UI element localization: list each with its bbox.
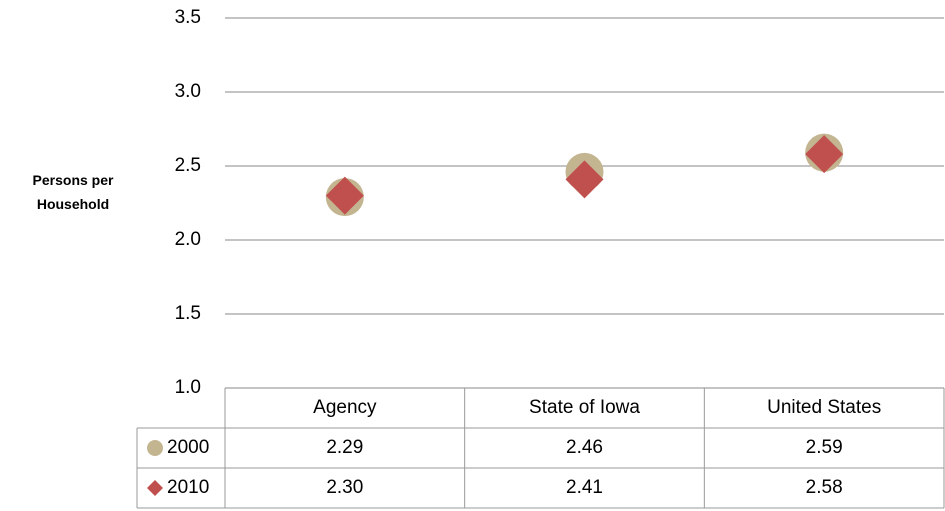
y-tick-label: 3.5: [175, 7, 201, 28]
y-tick-label: 2.0: [175, 229, 201, 250]
legend-label: 2010: [167, 477, 209, 498]
table-value: 2.46: [566, 437, 603, 458]
marker: [805, 135, 844, 174]
y-tick-label: 1.0: [175, 377, 201, 398]
table-value: 2.41: [566, 477, 603, 498]
legend-marker: [147, 480, 163, 496]
table-value: 2.59: [806, 437, 843, 458]
marker: [565, 160, 604, 199]
y-axis-label: Persons per Household: [32, 172, 114, 212]
x-tick-label: United States: [767, 397, 881, 418]
x-tick-label: State of Iowa: [529, 397, 640, 418]
y-tick-label: 2.5: [175, 155, 201, 176]
y-tick-label: 1.5: [175, 303, 201, 324]
marker: [325, 176, 364, 215]
table-value: 2.30: [326, 477, 363, 498]
legend-marker: [147, 440, 163, 456]
y-tick-label: 3.0: [175, 81, 201, 102]
legend-label: 2000: [167, 437, 209, 458]
table-value: 2.58: [806, 477, 843, 498]
table-value: 2.29: [326, 437, 363, 458]
x-tick-label: Agency: [313, 397, 377, 418]
